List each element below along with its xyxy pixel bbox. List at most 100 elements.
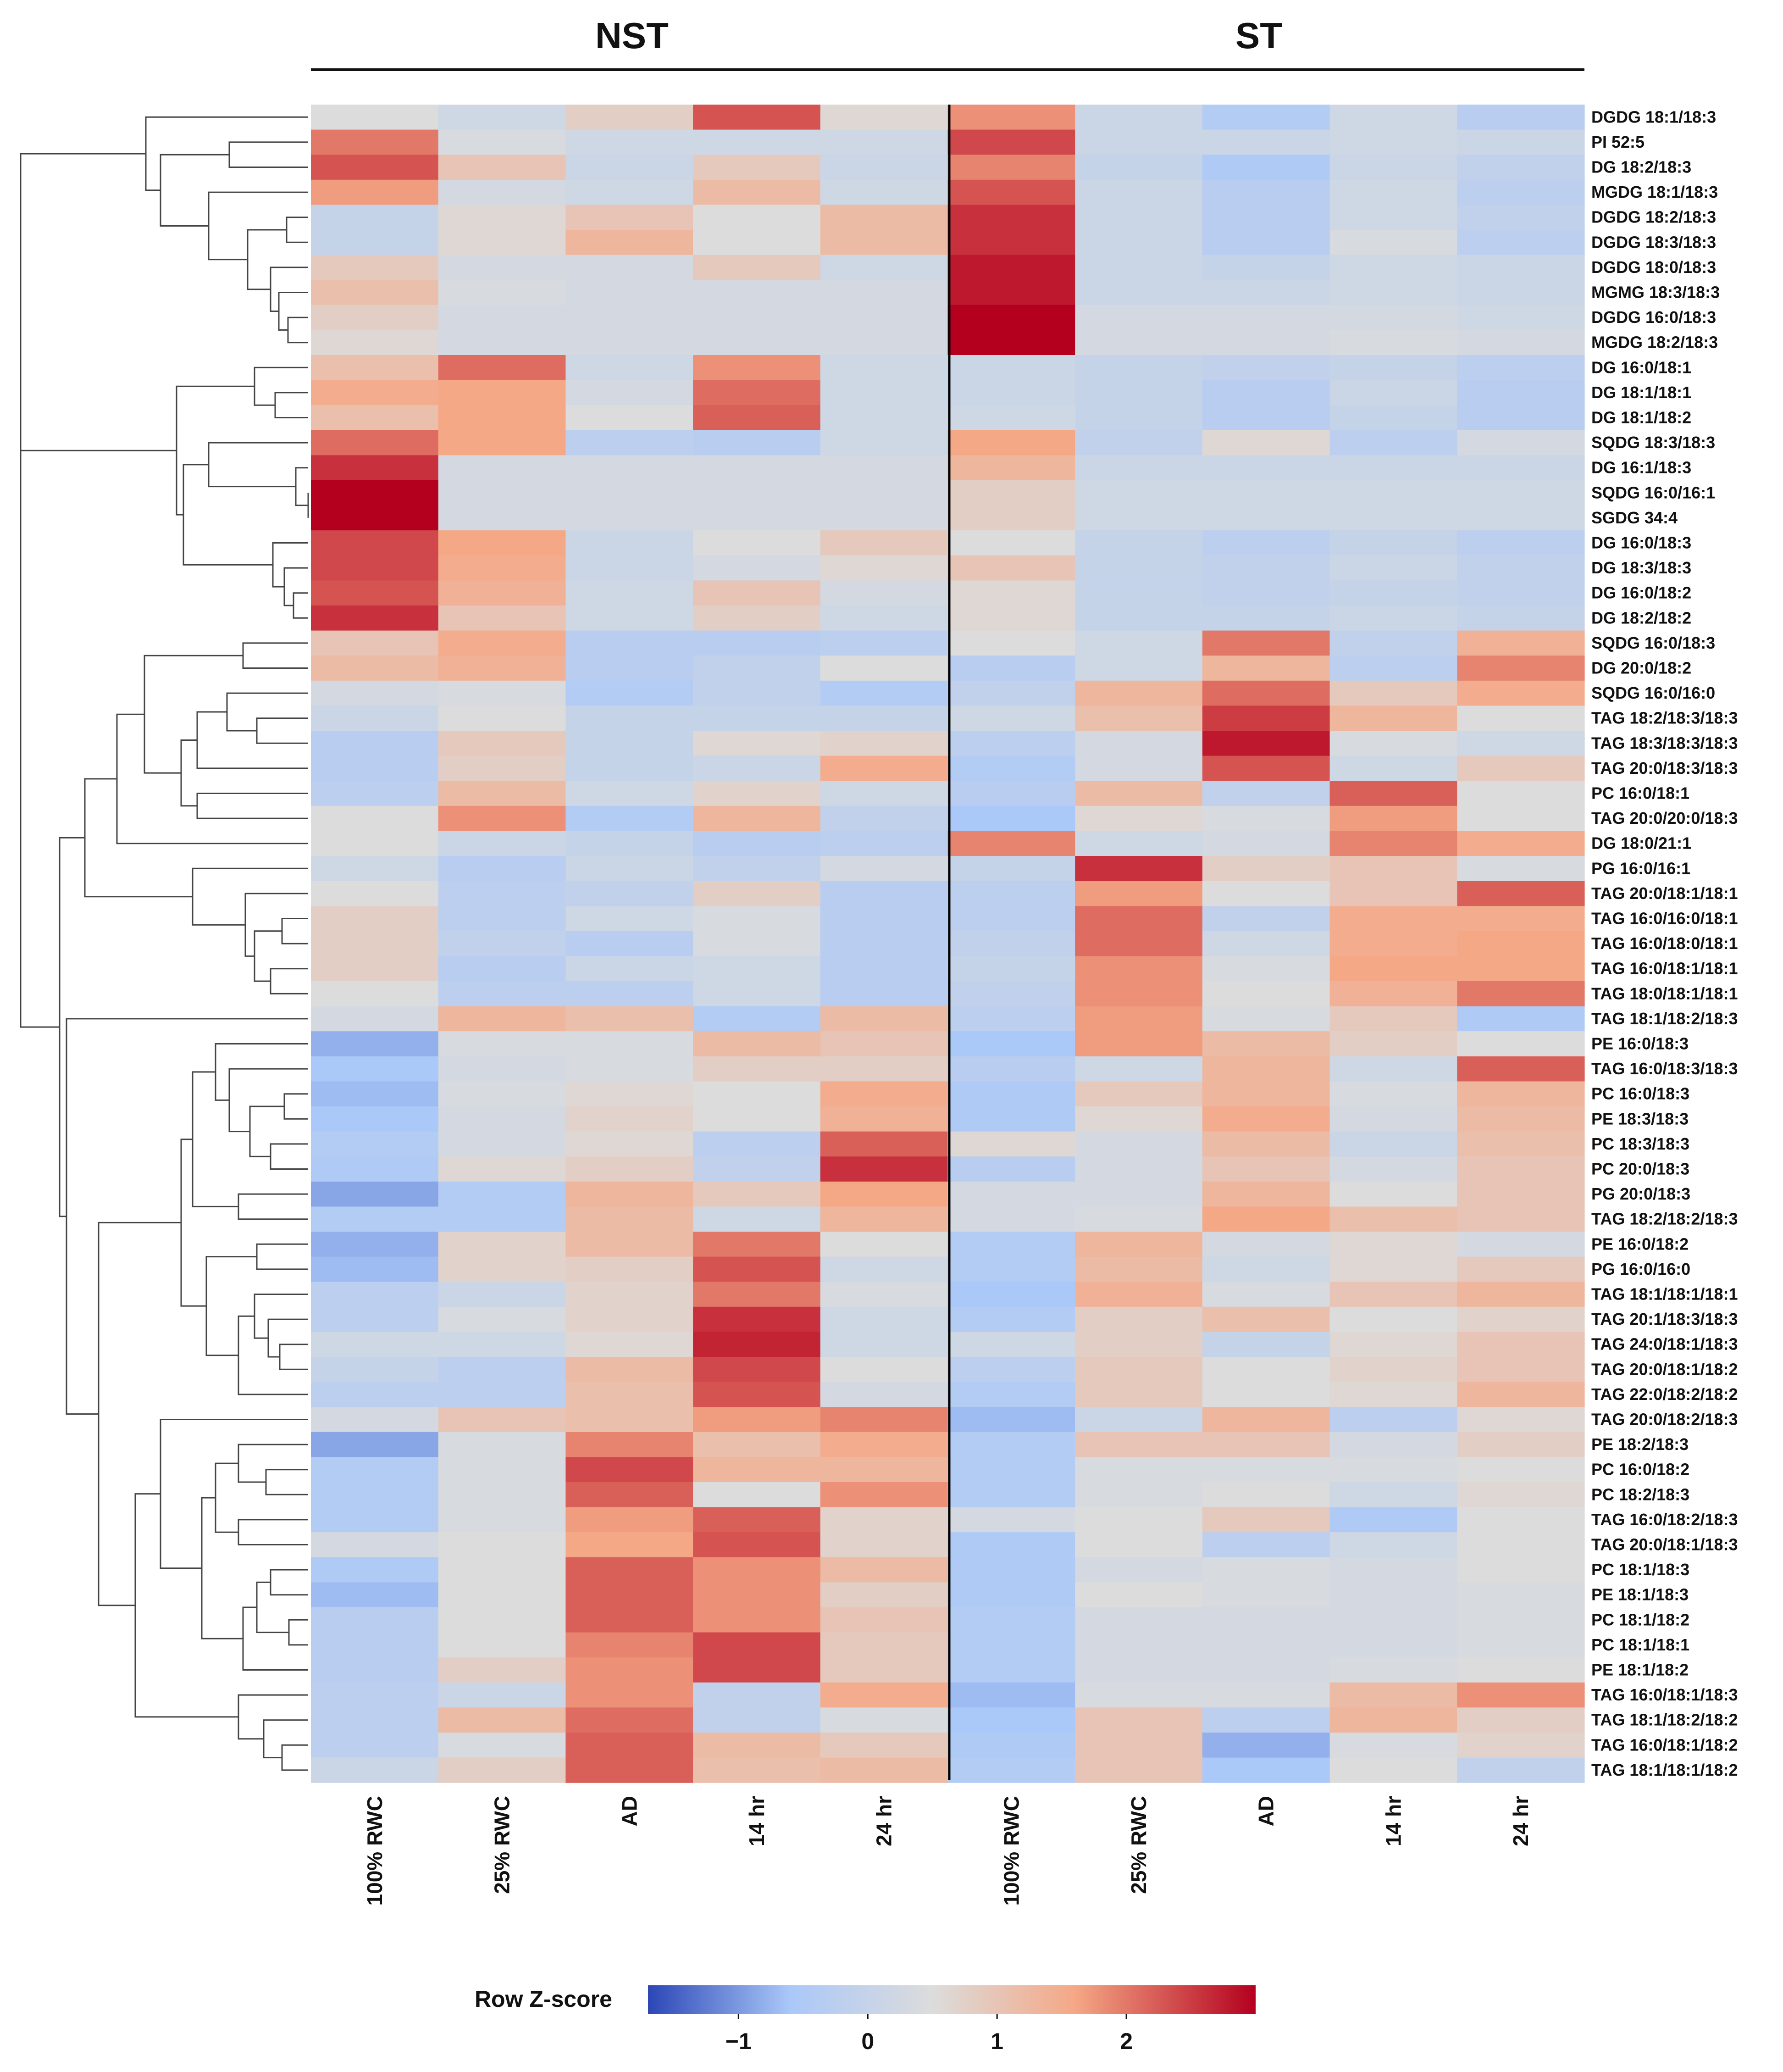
heatmap-cell: [1457, 430, 1585, 456]
dendrogram-branch: [287, 317, 308, 344]
heatmap-cell: [1457, 129, 1585, 155]
heatmap-cell: [1202, 480, 1330, 506]
heatmap-cell: [947, 280, 1075, 306]
row-label: TAG 20:0/18:1/18:2: [1591, 1360, 1738, 1378]
heatmap-cell: [438, 1306, 566, 1332]
heatmap-cell: [1075, 205, 1203, 230]
heatmap-cell: [820, 405, 948, 431]
heatmap-cell: [565, 705, 693, 731]
heatmap-cell: [1202, 1432, 1330, 1457]
heatmap-cell: [947, 505, 1075, 531]
heatmap-cell: [820, 1181, 948, 1207]
heatmap-cell: [1329, 1482, 1457, 1508]
row-label: TAG 18:1/18:2/18:3: [1591, 1009, 1738, 1028]
heatmap-cell: [1329, 1657, 1457, 1683]
heatmap-cell: [311, 179, 439, 205]
heatmap-cell: [311, 1056, 439, 1082]
dendrogram-branch: [272, 542, 308, 588]
heatmap-cell: [565, 1657, 693, 1683]
heatmap-cell: [1329, 805, 1457, 831]
heatmap-cell: [693, 731, 821, 756]
heatmap-cell: [565, 605, 693, 631]
row-label: TAG 16:0/18:0/18:1: [1591, 934, 1738, 953]
heatmap-cell: [947, 1707, 1075, 1733]
heatmap-cell: [1075, 380, 1203, 406]
heatmap-cell: [947, 1557, 1075, 1583]
heatmap-cell: [1075, 1131, 1203, 1157]
row-label: MGDG 18:1/18:3: [1591, 183, 1718, 201]
heatmap-cell: [1202, 1232, 1330, 1257]
heatmap-cell: [1202, 179, 1330, 205]
heatmap-cell: [947, 1306, 1075, 1332]
heatmap-cell: [565, 455, 693, 481]
heatmap-cell: [1075, 430, 1203, 456]
row-label: SQDG 16:0/16:1: [1591, 483, 1715, 502]
dendrogram-branch: [249, 1105, 284, 1157]
heatmap-cell: [1329, 505, 1457, 531]
heatmap-cell: [693, 755, 821, 781]
row-label: TAG 18:0/18:1/18:1: [1591, 984, 1738, 1003]
heatmap-cell: [1075, 1006, 1203, 1032]
heatmap-cell: [1202, 731, 1330, 756]
heatmap-cell: [438, 1407, 566, 1433]
heatmap-cell: [1329, 605, 1457, 631]
heatmap-cell: [1457, 1757, 1585, 1783]
heatmap-cell: [1202, 1181, 1330, 1207]
heatmap-cell: [693, 1507, 821, 1533]
heatmap-cell: [947, 1106, 1075, 1132]
heatmap-cell: [693, 1607, 821, 1633]
heatmap-cell: [1202, 1282, 1330, 1307]
heatmap-cell: [311, 155, 439, 180]
dendrogram-branch: [254, 367, 308, 406]
heatmap-cell: [1457, 480, 1585, 506]
column-label: AD: [1254, 1796, 1278, 1826]
heatmap-cell: [1457, 1733, 1585, 1758]
heatmap-cell: [565, 1232, 693, 1257]
heatmap-cell: [311, 605, 439, 631]
heatmap-cell: [311, 856, 439, 882]
heatmap-cell: [1457, 1006, 1585, 1032]
heatmap-cell: [438, 280, 566, 306]
heatmap-cell: [820, 705, 948, 731]
heatmap-cell: [947, 530, 1075, 556]
heatmap-cell: [1075, 330, 1203, 356]
heatmap-cell: [438, 1682, 566, 1708]
heatmap-cell: [693, 630, 821, 656]
heatmap-cell: [947, 580, 1075, 606]
heatmap-cell: [1457, 1607, 1585, 1633]
heatmap-cell: [820, 1357, 948, 1383]
heatmap-cell: [693, 380, 821, 406]
heatmap-cell: [565, 230, 693, 256]
row-label: TAG 16:0/18:1/18:2: [1591, 1735, 1738, 1754]
heatmap-cell: [1075, 781, 1203, 806]
heatmap-cell: [565, 755, 693, 781]
heatmap-cell: [1457, 155, 1585, 180]
heatmap-cell: [1202, 380, 1330, 406]
heatmap-cell: [693, 1632, 821, 1658]
row-label: TAG 20:0/18:3/18:3: [1591, 759, 1738, 778]
row-label: DG 18:1/18:2: [1591, 408, 1691, 427]
heatmap-cell: [565, 480, 693, 506]
heatmap-cell: [1329, 1382, 1457, 1407]
heatmap-cell: [693, 1156, 821, 1182]
heatmap-cell: [565, 1457, 693, 1483]
heatmap-cell: [311, 505, 439, 531]
row-label: SQDG 18:3/18:3: [1591, 433, 1715, 452]
heatmap-cell: [1457, 330, 1585, 356]
heatmap-cell: [947, 455, 1075, 481]
heatmap-cell: [565, 781, 693, 806]
heatmap-cell: [947, 605, 1075, 631]
heatmap-cell: [1075, 580, 1203, 606]
heatmap-cell: [1075, 931, 1203, 956]
heatmap-cell: [1457, 1557, 1585, 1583]
heatmap-cell: [820, 455, 948, 481]
row-dendrogram: [20, 116, 309, 1771]
heatmap-cell: [1457, 1657, 1585, 1683]
heatmap-cell: [947, 1382, 1075, 1407]
heatmap-cell: [565, 1557, 693, 1583]
heatmap-cell: [947, 179, 1075, 205]
heatmap-cell: [1329, 1282, 1457, 1307]
heatmap-cell: [1202, 205, 1330, 230]
heatmap-cell: [1202, 831, 1330, 856]
heatmap-cell: [1329, 580, 1457, 606]
